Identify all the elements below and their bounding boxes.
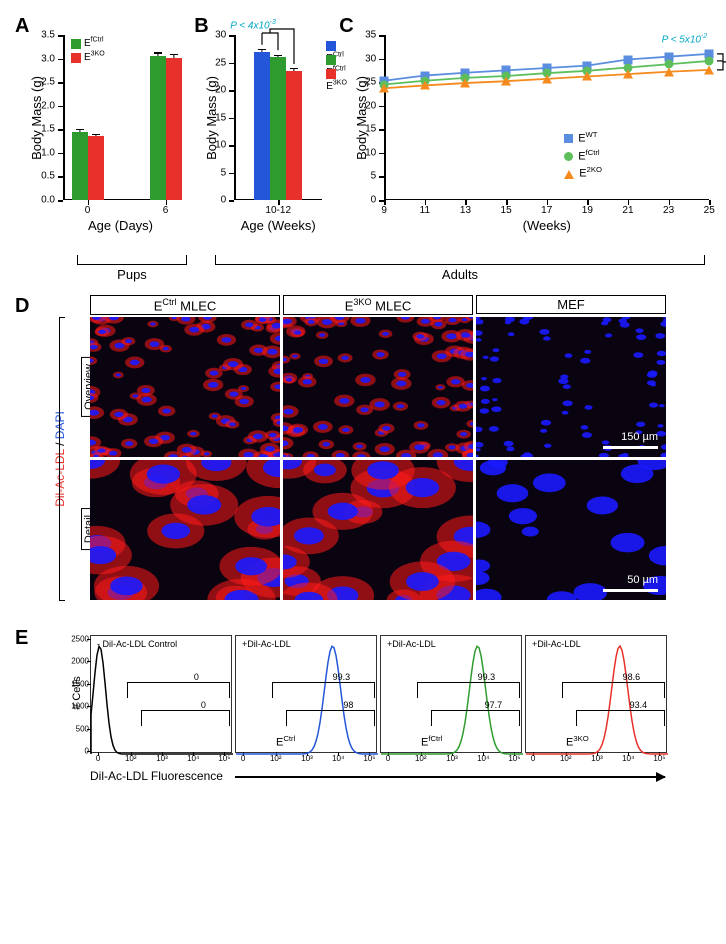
panel-d: D ECtrl MLECE3KO MLECMEF Overview Detail… <box>15 295 713 625</box>
panel-c-ylabel: Body Mass (g) <box>354 76 369 160</box>
panel-c: C 0 5 10 15 20 25 30 35 9 11 13 15 17 19… <box>339 15 711 255</box>
flow-histogram: 010²10³10⁴10⁵ +Dil-Ac-LDL 99.3 98 ECtrl <box>235 635 377 753</box>
panel-e-label: E <box>15 627 28 650</box>
panel-d-grid: 150 µm 50 µm <box>90 317 666 600</box>
panel-a-ylabel: Body Mass (g) <box>29 76 44 160</box>
panel-b-ylabel: Body Mass (g) <box>204 76 219 160</box>
panel-a-label: A <box>15 15 29 38</box>
panel-e: E # Cells 05001000150020002500010²10³10⁴… <box>15 631 713 796</box>
top-row: A 0.0 0.5 1.0 1.5 2.0 2.5 3.0 3.5 <box>15 15 711 255</box>
panel-c-chart: 0 5 10 15 20 25 30 35 9 11 13 15 17 19 2… <box>384 35 709 200</box>
adults-bracket <box>215 255 705 265</box>
panel-a-legend-1: EfCtrl <box>71 37 104 49</box>
microscopy-cell <box>283 460 473 600</box>
panel-a-xlabel: Age (Days) <box>88 218 153 233</box>
panel-b-xlabel: Age (Weeks) <box>241 218 316 233</box>
panel-b-label: B <box>194 15 208 38</box>
pups-label: Pups <box>117 267 147 282</box>
panel-d-label: D <box>15 295 29 318</box>
figure: A 0.0 0.5 1.0 1.5 2.0 2.5 3.0 3.5 <box>15 15 711 796</box>
microscopy-cell <box>90 317 280 457</box>
panel-c-label: C <box>339 15 353 38</box>
panel-e-histos: 05001000150020002500010²10³10⁴10⁵ - Dil-… <box>90 635 667 753</box>
panel-e-xlabel: Dil-Ac-LDL Fluorescence <box>90 769 223 783</box>
panel-e-arrow <box>235 776 665 778</box>
panel-a-legend-2: E3KO <box>71 51 105 63</box>
microscopy-cell <box>283 317 473 457</box>
panel-b: B 0 5 10 15 20 25 30 <box>194 15 331 255</box>
microscopy-cell: 150 µm <box>476 317 666 457</box>
panel-b-pval: P < 4x10-3 <box>230 19 276 31</box>
pups-bracket <box>77 255 187 265</box>
microscopy-cell: 50 µm <box>476 460 666 600</box>
panel-a-chart: 0.0 0.5 1.0 1.5 2.0 2.5 3.0 3.5 <box>63 35 178 200</box>
flow-histogram: 010²10³10⁴10⁵ +Dil-Ac-LDL 98.6 93.4 E3KO <box>525 635 667 753</box>
panel-b-chart: 0 5 10 15 20 25 30 10-12 Body Mass (g) <box>234 35 322 200</box>
panel-c-xlabel: (Weeks) <box>523 218 571 233</box>
microscopy-cell <box>90 460 280 600</box>
panel-c-legend: EWTEfCtrlE2KO <box>564 130 602 183</box>
flow-histogram: 010²10³10⁴10⁵ +Dil-Ac-LDL 99.3 97.7 EfCt… <box>380 635 522 753</box>
panel-d-side: Dil-Ac-LDL / DAPI <box>53 411 67 507</box>
adults-label: Adults <box>442 267 478 282</box>
flow-histogram: 05001000150020002500010²10³10⁴10⁵ - Dil-… <box>90 635 232 753</box>
panel-a: A 0.0 0.5 1.0 1.5 2.0 2.5 3.0 3.5 <box>15 15 186 255</box>
